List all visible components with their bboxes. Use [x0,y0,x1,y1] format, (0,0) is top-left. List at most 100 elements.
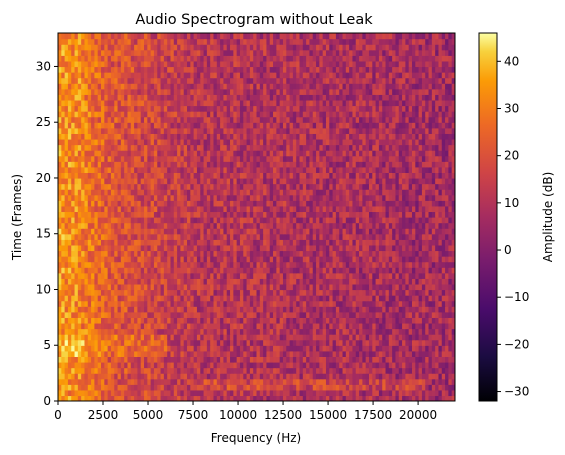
heatmap-cell [405,205,410,213]
heatmap-cell [382,283,387,291]
heatmap-cell [263,217,268,224]
heatmap-cell [435,211,440,218]
heatmap-cell [316,222,320,229]
heatmap-cell [302,356,307,363]
heatmap-cell [286,267,291,274]
heatmap-cell [312,395,317,401]
heatmap-cell [256,339,261,346]
heatmap-cell [362,367,367,374]
heatmap-cell [349,267,354,274]
heatmap-cell [349,261,354,268]
heatmap-cell [104,177,109,185]
heatmap-cell [438,261,443,268]
heatmap-cell [246,228,251,235]
heatmap-cell [226,217,231,224]
heatmap-cell [375,250,380,257]
heatmap-cell [183,228,188,235]
heatmap-cell [203,256,208,263]
heatmap-cell [273,250,277,257]
heatmap-cell [299,295,304,302]
heatmap-cell [368,256,373,263]
heatmap-cell [316,172,320,179]
heatmap-cell [110,205,115,213]
heatmap-cell [140,389,145,397]
heatmap-cell [101,356,105,363]
heatmap-cell [385,356,390,363]
heatmap-cell [157,200,162,207]
heatmap-cell [421,339,426,346]
heatmap-cell [289,367,294,374]
heatmap-cell [117,239,122,246]
heatmap-cell [236,295,241,302]
heatmap-cell [378,384,383,391]
heatmap-cell [203,311,208,318]
heatmap-cell [355,322,360,330]
heatmap-cell [355,334,360,341]
heatmap-cell [210,317,215,324]
heatmap-cell [385,250,390,257]
heatmap-cell [173,166,178,173]
heatmap-cell [233,261,238,268]
heatmap-cell [61,289,66,296]
heatmap-cell [375,244,380,252]
heatmap-cell [94,395,99,401]
heatmap-cell [372,384,377,391]
heatmap-cell [210,222,215,229]
heatmap-cell [160,300,165,307]
heatmap-cell [236,289,241,296]
heatmap-cell [299,272,304,279]
heatmap-cell [296,334,301,341]
heatmap-cell [203,194,208,201]
heatmap-cell [292,373,297,380]
heatmap-cell [385,311,390,318]
heatmap-cell [107,350,112,357]
heatmap-cell [259,361,264,369]
heatmap-cell [282,384,287,391]
heatmap-cell [372,295,377,302]
heatmap-cell [74,334,79,341]
heatmap-cell [153,356,158,363]
heatmap-cell [365,356,370,363]
heatmap-cell [104,356,109,363]
heatmap-cell [193,211,198,218]
heatmap-cell [372,239,377,246]
heatmap-cell [134,267,138,274]
heatmap-cell [286,172,291,179]
heatmap-cell [130,200,135,207]
heatmap-cell [196,389,201,397]
heatmap-cell [378,189,383,196]
heatmap-cell [279,339,284,346]
heatmap-cell [263,228,268,235]
heatmap-cell [203,350,208,357]
heatmap-cell [355,311,360,318]
heatmap-cell [286,211,291,218]
heatmap-cell [226,373,231,380]
heatmap-cell [223,395,228,401]
heatmap-cell [64,172,69,179]
heatmap-cell [87,172,92,179]
heatmap-cell [124,384,129,391]
heatmap-cell [266,361,271,369]
heatmap-cell [97,189,102,196]
heatmap-cell [180,395,185,401]
heatmap-cell [362,194,367,201]
heatmap-cell [127,217,132,224]
heatmap-cell [302,311,307,318]
heatmap-cell [368,356,373,363]
heatmap-cell [230,189,234,196]
heatmap-cell [435,361,440,369]
heatmap-cell [289,283,294,291]
heatmap-cell [385,328,390,335]
heatmap-cell [312,378,317,385]
heatmap-cell [130,339,135,346]
heatmap-cell [147,261,152,268]
heatmap-cell [170,166,175,173]
heatmap-cell [256,345,261,352]
heatmap-cell [375,378,380,385]
heatmap-cell [120,172,125,179]
heatmap-cell [150,322,155,330]
heatmap-cell [81,295,86,302]
heatmap-cell [117,361,122,369]
heatmap-cell [200,211,205,218]
heatmap-cell [144,256,148,263]
